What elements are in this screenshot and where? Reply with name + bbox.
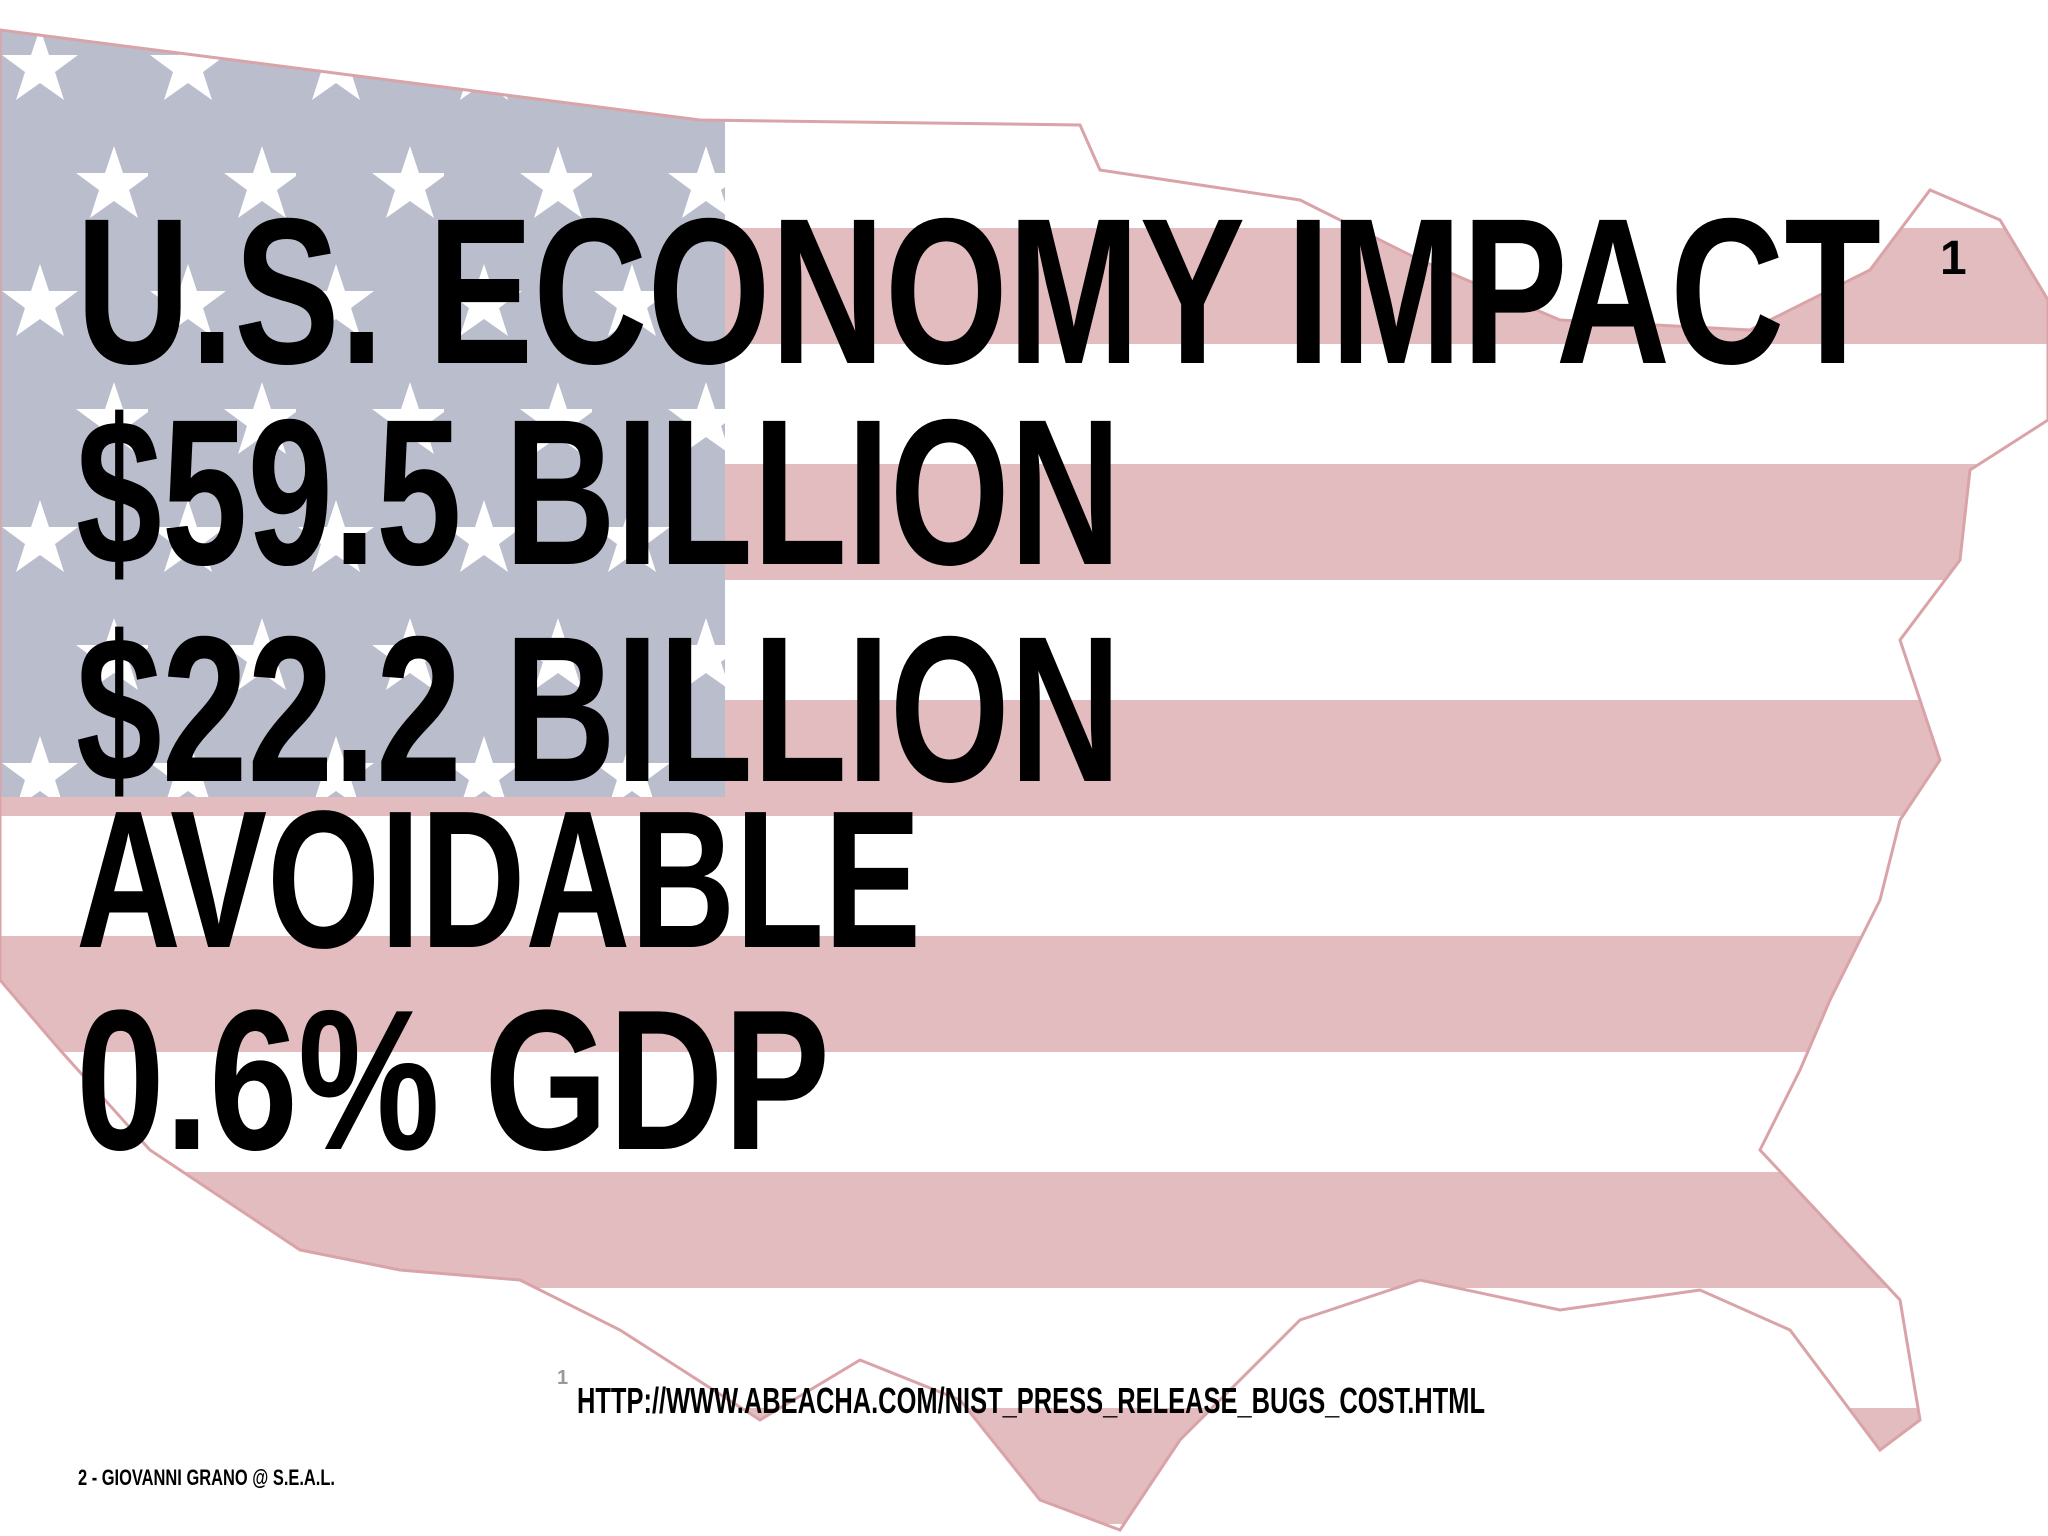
stat-line: 0.6% GDP bbox=[76, 969, 830, 1192]
title-footnote: 1 bbox=[1940, 232, 1967, 285]
stat-line: AVOIDABLE bbox=[76, 770, 921, 989]
title: U.S. ECONOMY IMPACT bbox=[76, 176, 1881, 408]
footer: 2 - GIOVANNI GRANO @ S.E.A.L. bbox=[78, 1465, 335, 1490]
stat-line: $22.2 BILLION bbox=[76, 594, 1121, 826]
map-outline bbox=[0, 28, 2048, 1532]
footnote-number: 1 bbox=[557, 1367, 568, 1389]
footnote-url: HTTP://WWW.ABEACHA.COM/NIST_PRESS_RELEAS… bbox=[577, 1380, 1485, 1421]
stat-line: $59.5 BILLION bbox=[76, 377, 1121, 609]
